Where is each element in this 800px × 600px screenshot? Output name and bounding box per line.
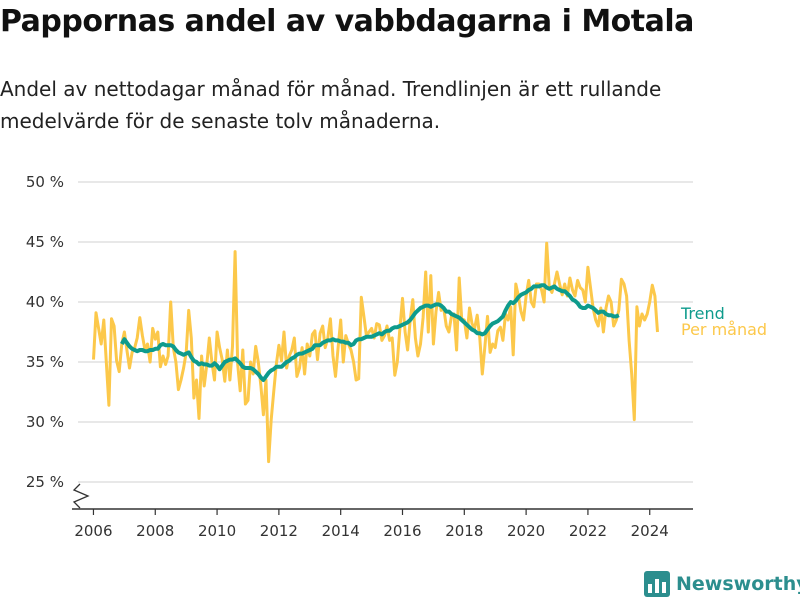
x-tick-label: 2008 [136,522,174,540]
y-tick-label: 25 % [26,473,64,491]
y-axis-break-icon [72,483,90,509]
y-tick-label: 40 % [26,293,64,311]
x-tick-label: 2018 [445,522,483,540]
x-tick-label: 2006 [74,522,112,540]
x-tick-label: 2016 [383,522,421,540]
chart-title: Pappornas andel av vabbdagarna i Motala [0,4,694,39]
y-axis-ticks: 25 % 30 % 35 % 40 % 45 % 50 % [26,173,64,491]
x-axis: 2006 2008 2010 2012 2014 2016 2018 2020 2022 2024 [72,508,693,540]
y-tick-label: 35 % [26,353,64,371]
newsworthy-logo-icon [644,571,670,597]
gridlines [78,181,693,483]
y-tick-label: 30 % [26,413,64,431]
brand: Newsworthy [644,570,800,598]
y-tick-label: 45 % [26,233,64,251]
legend-trend: Trend [680,304,725,323]
x-tick-label: 2020 [507,522,545,540]
legend-per-manad: Per månad [681,320,767,339]
x-tick-label: 2014 [322,522,360,540]
x-tick-label: 2010 [198,522,236,540]
x-tick-label: 2024 [631,522,669,540]
x-tick-label: 2022 [569,522,607,540]
x-tick-label: 2012 [260,522,298,540]
brand-name: Newsworthy [676,573,800,595]
y-tick-label: 50 % [26,173,64,191]
series-line-trend [120,283,620,382]
chart-subtitle: Andel av nettodagar månad för månad. Tre… [0,77,662,133]
